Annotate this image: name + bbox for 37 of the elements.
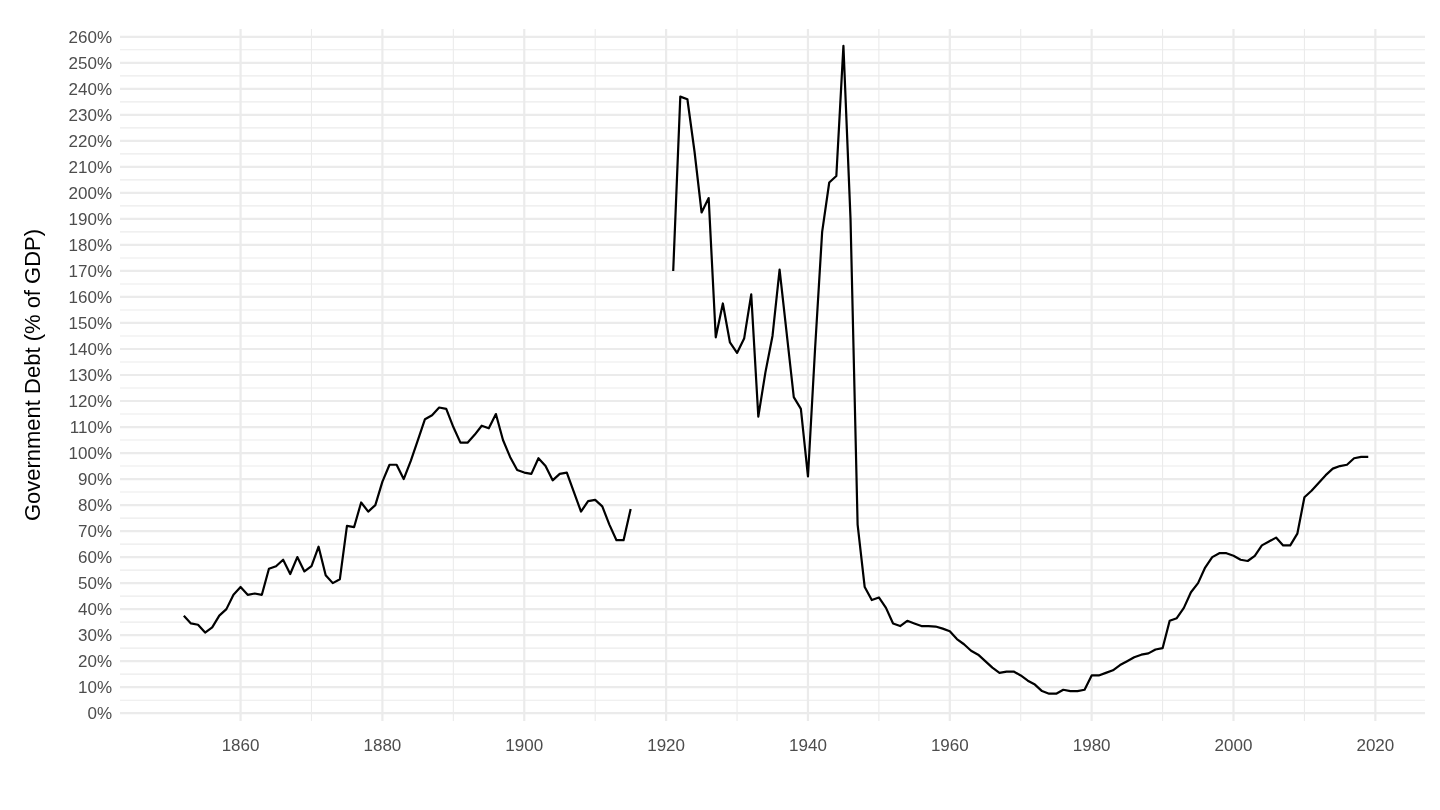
y-tick-label: 130% bbox=[68, 365, 112, 385]
y-tick-label: 150% bbox=[68, 313, 112, 333]
x-tick-label: 1940 bbox=[789, 736, 827, 755]
y-tick-label: 200% bbox=[68, 183, 112, 203]
x-tick-label: 2020 bbox=[1356, 736, 1395, 755]
y-tick-label: 210% bbox=[68, 157, 112, 177]
y-tick-label: 50% bbox=[77, 574, 112, 594]
y-tick-label: 40% bbox=[77, 600, 112, 620]
x-tick-label: 1980 bbox=[1072, 736, 1111, 755]
x-tick-label: 1900 bbox=[505, 736, 544, 755]
x-tick-label: 1880 bbox=[363, 736, 402, 755]
y-tick-label: 180% bbox=[68, 235, 112, 255]
x-tick-label: 1960 bbox=[930, 736, 969, 755]
x-tick-label: 1920 bbox=[647, 736, 686, 755]
y-tick-label: 230% bbox=[68, 105, 112, 125]
y-tick-label: 120% bbox=[68, 391, 112, 411]
y-tick-label: 170% bbox=[68, 261, 112, 281]
y-tick-label: 30% bbox=[77, 626, 112, 646]
x-tick-label: 1860 bbox=[221, 736, 260, 755]
y-tick-label: 10% bbox=[77, 678, 112, 698]
y-tick-label: 260% bbox=[68, 27, 112, 47]
y-tick-label: 70% bbox=[77, 522, 112, 542]
y-tick-label: 20% bbox=[77, 652, 112, 672]
y-tick-label: 160% bbox=[68, 287, 112, 307]
y-axis-title: Government Debt (% of GDP) bbox=[20, 228, 45, 522]
y-tick-label: 60% bbox=[77, 548, 112, 568]
x-tick-label: 2000 bbox=[1214, 736, 1253, 755]
y-tick-label: 190% bbox=[68, 209, 112, 229]
y-tick-label: 140% bbox=[68, 339, 112, 359]
y-tick-label: 240% bbox=[68, 79, 112, 99]
y-tick-label: 110% bbox=[69, 417, 112, 437]
y-tick-label: 250% bbox=[68, 53, 112, 73]
y-tick-label: 100% bbox=[68, 444, 112, 463]
y-tick-label: 220% bbox=[68, 131, 112, 151]
y-tick-label: 80% bbox=[77, 496, 112, 516]
y-tick-label: 90% bbox=[77, 470, 112, 490]
y-tick-label: 0% bbox=[87, 704, 112, 724]
